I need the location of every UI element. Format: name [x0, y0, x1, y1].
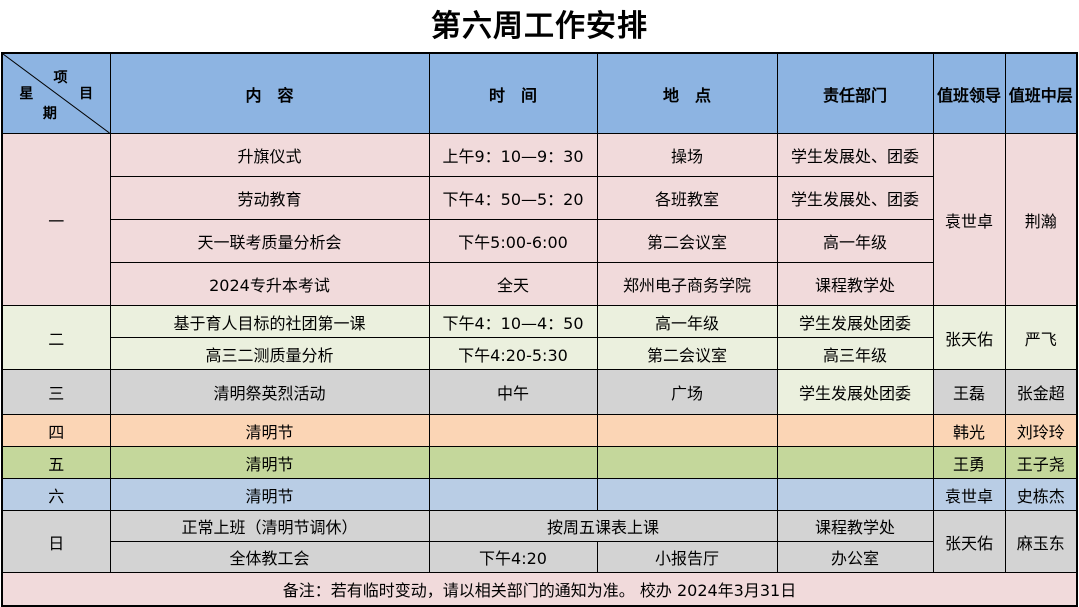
corner-label-item-1: 项	[53, 70, 68, 87]
content-cell: 天一联考质量分析会	[109, 219, 430, 263]
header-time: 时 间	[428, 52, 598, 134]
content-cell: 升旗仪式	[109, 133, 430, 177]
place-cell	[596, 446, 778, 479]
place-cell: 操场	[596, 133, 778, 177]
header-row: 项 目 星 期 内 容 时 间 地 点 责任部门 值班领导 值班中层	[1, 52, 1078, 134]
dept-cell: 学生发展处团委	[776, 369, 934, 415]
header-duty-middle: 值班中层	[1004, 52, 1078, 134]
dept-cell: 课程教学处	[776, 262, 934, 306]
time-cell: 下午4:20	[428, 541, 598, 573]
content-cell: 高三二测质量分析	[109, 337, 430, 370]
footer-row: 备注：若有临时变动，请以相关部门的通知为准。 校办 2024年3月31日	[1, 572, 1078, 606]
table-row: 日 正常上班（清明节调休） 按周五课表上课 课程教学处 张天佑 麻玉东	[1, 510, 1078, 573]
diagonal-line	[3, 54, 110, 133]
time-cell: 下午4：10—4：50	[428, 305, 598, 338]
duty-leader-cell: 袁世卓	[932, 478, 1006, 511]
place-cell	[596, 478, 778, 511]
dept-cell	[776, 446, 934, 479]
header-dept: 责任部门	[776, 52, 934, 134]
page-title: 第六周工作安排	[431, 9, 648, 44]
table-row: 劳动教育 下午4：50—5：20 各班教室 学生发展处、团委	[2, 176, 1077, 220]
content-cell: 2024专升本考试	[109, 262, 430, 306]
content-cell: 清明节	[109, 414, 430, 447]
diagonal-split: 项 目 星 期	[3, 54, 110, 133]
time-cell	[428, 478, 598, 511]
day-cell-wednesday: 三	[1, 369, 111, 415]
corner-label-item-2: 目	[79, 85, 94, 102]
content-cell: 清明节	[109, 478, 430, 511]
dept-cell: 高三年级	[776, 337, 934, 370]
corner-label-day-2: 期	[42, 106, 57, 123]
time-place-merged-cell: 按周五课表上课	[428, 510, 778, 542]
content-cell: 基于育人目标的社团第一课	[109, 305, 430, 338]
dept-cell: 高一年级	[776, 219, 934, 263]
day-cell-friday: 五	[1, 446, 111, 479]
header-duty-leader: 值班领导	[932, 52, 1006, 134]
weekly-schedule-table: 项 目 星 期 内 容 时 间 地 点 责任部门 值班领导 值班中层 一 升旗仪…	[1, 52, 1078, 607]
content-cell: 全体教工会	[109, 541, 430, 573]
table-row: 2024专升本考试 全天 郑州电子商务学院 课程教学处	[2, 262, 1077, 306]
time-cell: 下午4:20-5:30	[428, 337, 598, 370]
dept-cell: 办公室	[776, 541, 934, 573]
content-cell: 劳动教育	[109, 176, 430, 220]
place-cell: 高一年级	[596, 305, 778, 338]
time-cell: 下午4：50—5：20	[428, 176, 598, 220]
time-cell	[428, 446, 598, 479]
content-cell: 清明祭英烈活动	[109, 369, 430, 415]
table-row: 一 升旗仪式 上午9：10—9：30 操场 学生发展处、团委 袁世卓 荆瀚	[1, 133, 1078, 306]
place-cell	[596, 414, 778, 447]
duty-leader-cell: 张天佑	[932, 305, 1006, 370]
day-cell-monday: 一	[1, 133, 111, 306]
duty-leader-cell: 王磊	[932, 369, 1006, 415]
dept-cell	[776, 414, 934, 447]
dept-cell	[776, 478, 934, 511]
content-cell: 正常上班（清明节调休）	[109, 510, 430, 542]
corner-day-item-cell: 项 目 星 期	[1, 52, 111, 134]
table-row: 二 基于育人目标的社团第一课 下午4：10—4：50 高一年级 学生发展处团委 …	[1, 305, 1078, 370]
table-row: 天一联考质量分析会 下午5:00-6:00 第二会议室 高一年级	[2, 219, 1077, 263]
duty-middle-cell: 荆瀚	[1004, 133, 1078, 306]
duty-middle-cell: 史栋杰	[1004, 478, 1078, 511]
table-row: 三 清明祭英烈活动 中午 广场 学生发展处团委 王磊 张金超	[1, 369, 1078, 415]
place-cell: 第二会议室	[596, 337, 778, 370]
table-row: 四 清明节 韩光 刘玲玲	[1, 414, 1078, 447]
time-cell: 中午	[428, 369, 598, 415]
duty-middle-cell: 麻玉东	[1004, 510, 1078, 573]
place-cell: 各班教室	[596, 176, 778, 220]
time-cell: 上午9：10—9：30	[428, 133, 598, 177]
day-cell-saturday: 六	[1, 478, 111, 511]
day-cell-sunday: 日	[1, 510, 111, 573]
duty-middle-cell: 刘玲玲	[1004, 414, 1078, 447]
duty-leader-cell: 张天佑	[932, 510, 1006, 573]
corner-label-day-1: 星	[19, 86, 34, 103]
dept-cell: 学生发展处团委	[776, 305, 934, 338]
table-row: 高三二测质量分析 下午4:20-5:30 第二会议室 高三年级	[2, 337, 1077, 370]
time-cell	[428, 414, 598, 447]
duty-leader-cell: 王勇	[932, 446, 1006, 479]
table-row: 六 清明节 袁世卓 史栋杰	[1, 478, 1078, 511]
place-cell: 第二会议室	[596, 219, 778, 263]
table-row: 五 清明节 王勇 王子尧	[1, 446, 1078, 479]
dept-cell: 学生发展处、团委	[776, 176, 934, 220]
day-cell-thursday: 四	[1, 414, 111, 447]
header-place: 地 点	[596, 52, 778, 134]
content-cell: 清明节	[109, 446, 430, 479]
time-cell: 下午5:00-6:00	[428, 219, 598, 263]
duty-middle-cell: 张金超	[1004, 369, 1078, 415]
day-cell-tuesday: 二	[1, 305, 111, 370]
place-cell: 广场	[596, 369, 778, 415]
dept-cell: 课程教学处	[776, 510, 934, 542]
duty-leader-cell: 袁世卓	[932, 133, 1006, 306]
place-cell: 郑州电子商务学院	[596, 262, 778, 306]
footer-note: 备注：若有临时变动，请以相关部门的通知为准。 校办 2024年3月31日	[1, 572, 1078, 606]
duty-middle-cell: 王子尧	[1004, 446, 1078, 479]
duty-middle-cell: 严飞	[1004, 305, 1078, 370]
place-cell: 小报告厅	[596, 541, 778, 573]
table-row: 全体教工会 下午4:20 小报告厅 办公室	[2, 541, 1077, 573]
header-content: 内 容	[109, 52, 430, 134]
dept-cell: 学生发展处、团委	[776, 133, 934, 177]
duty-leader-cell: 韩光	[932, 414, 1006, 447]
time-cell: 全天	[428, 262, 598, 306]
